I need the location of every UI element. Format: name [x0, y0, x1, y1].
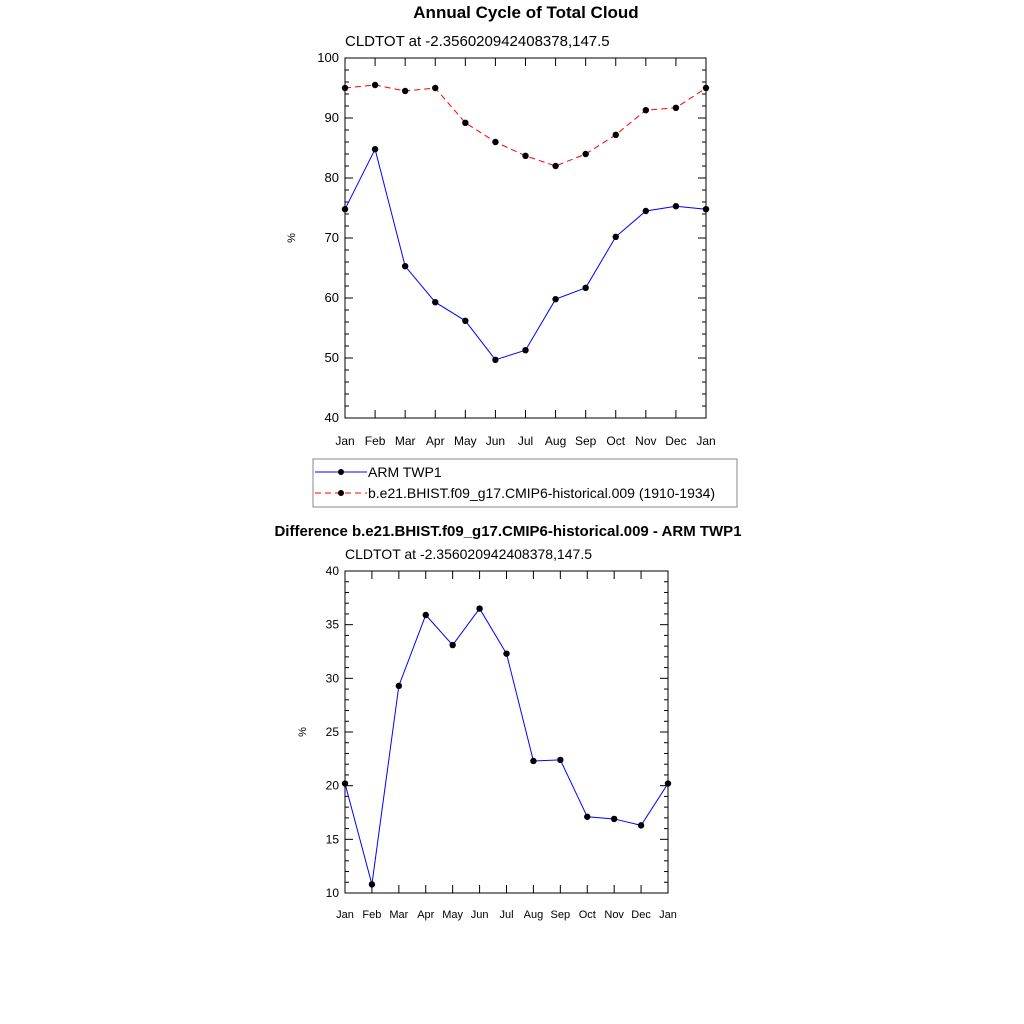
data-point — [637, 822, 645, 829]
data-point — [462, 317, 469, 324]
x-tick-label: Mar — [395, 434, 416, 448]
x-tick-label: Sep — [551, 909, 571, 921]
data-point — [530, 757, 537, 765]
y-tick-label: 40 — [325, 410, 339, 425]
data-point — [341, 206, 349, 213]
y-tick-label: 50 — [325, 350, 339, 365]
legend-label: ARM TWP1 — [368, 464, 442, 480]
legend-label: b.e21.BHIST.f09_g17.CMIP6-historical.009… — [368, 485, 715, 501]
data-point — [702, 206, 710, 213]
data-point — [462, 119, 469, 127]
x-tick-label: Nov — [635, 434, 656, 448]
y-tick-label: 70 — [325, 230, 339, 245]
data-point — [432, 299, 439, 306]
data-point — [422, 611, 429, 619]
plot-frame — [344, 570, 669, 894]
x-tick-label: Feb — [362, 909, 381, 921]
x-tick-label: Sep — [575, 434, 597, 448]
data-point — [492, 138, 499, 146]
data-point — [582, 284, 589, 291]
x-tick-label: Nov — [604, 909, 624, 921]
y-tick-label: 30 — [326, 671, 340, 685]
legend-marker — [338, 469, 344, 475]
x-tick-label: Jun — [471, 909, 489, 921]
data-point — [552, 296, 559, 303]
x-tick-label: Dec — [665, 434, 686, 448]
chart-title: Annual Cycle of Total Cloud — [413, 3, 638, 22]
data-point — [702, 84, 710, 92]
x-tick-label: Oct — [606, 434, 625, 448]
y-tick-label: 60 — [325, 290, 339, 305]
data-point — [371, 81, 379, 89]
y-axis-label: % — [297, 727, 309, 737]
chart-subtitle: CLDTOT at -2.356020942408378,147.5 — [345, 546, 592, 562]
data-point — [522, 347, 529, 354]
data-point — [371, 146, 379, 153]
y-tick-label: 15 — [326, 832, 340, 846]
y-tick-label: 20 — [326, 779, 340, 793]
series-line-1 — [344, 147, 707, 361]
legend-marker — [338, 490, 344, 496]
chart-title: Difference b.e21.BHIST.f09_g17.CMIP6-his… — [274, 523, 741, 540]
data-point — [368, 881, 376, 888]
data-point — [672, 203, 680, 210]
data-point — [642, 207, 650, 215]
data-point — [582, 150, 589, 158]
x-tick-label: Aug — [545, 434, 566, 448]
data-point — [432, 84, 439, 92]
data-point — [492, 356, 499, 363]
x-tick-label: May — [454, 434, 477, 448]
chart-panel-2: Difference b.e21.BHIST.f09_g17.CMIP6-his… — [274, 523, 741, 921]
y-tick-label: 90 — [325, 110, 339, 125]
data-point — [395, 682, 403, 690]
plot-frame — [344, 57, 707, 419]
x-tick-label: Feb — [365, 434, 386, 448]
data-point — [610, 815, 618, 823]
x-tick-label: Jan — [336, 909, 354, 921]
data-point — [584, 813, 591, 820]
x-tick-label: Apr — [417, 909, 434, 921]
x-tick-label: Jul — [518, 434, 533, 448]
data-point — [449, 641, 456, 649]
data-point — [401, 263, 409, 270]
data-point — [612, 131, 619, 138]
y-tick-label: 80 — [325, 170, 339, 185]
x-tick-label: May — [442, 909, 463, 921]
y-tick-label: 25 — [326, 725, 340, 739]
x-tick-label: Jul — [499, 909, 513, 921]
x-tick-label: Mar — [389, 909, 408, 921]
x-tick-label: Dec — [631, 909, 651, 921]
series-line-1 — [344, 607, 669, 885]
data-point — [341, 84, 349, 92]
x-tick-label: Apr — [426, 434, 445, 448]
chart-subtitle: CLDTOT at -2.356020942408378,147.5 — [345, 33, 610, 50]
data-point — [642, 107, 650, 114]
chart-panel-1: Annual Cycle of Total Cloud CLDTOT at -2.… — [286, 3, 738, 508]
y-axis-label: % — [286, 233, 298, 243]
x-tick-label: Oct — [579, 909, 596, 921]
data-point — [672, 104, 680, 112]
data-point — [552, 162, 559, 170]
data-point — [664, 780, 672, 787]
x-tick-label: Jan — [335, 434, 354, 448]
data-point — [401, 87, 409, 95]
data-point — [612, 233, 619, 240]
data-point — [476, 605, 483, 612]
y-tick-label: 35 — [326, 618, 340, 632]
y-tick-label: 40 — [326, 564, 340, 578]
data-point — [522, 152, 529, 159]
y-tick-label: 100 — [317, 50, 339, 65]
x-tick-label: Jan — [659, 909, 677, 921]
x-tick-label: Jan — [696, 434, 715, 448]
legend: ARM TWP1 b.e21.BHIST.f09_g17.CMIP6-histor… — [312, 458, 738, 508]
data-point — [341, 780, 349, 787]
x-tick-label: Aug — [524, 909, 544, 921]
x-tick-label: Jun — [486, 434, 505, 448]
data-point — [503, 650, 510, 657]
y-tick-label: 10 — [326, 886, 340, 900]
legend-box — [312, 458, 738, 508]
data-point — [557, 756, 564, 764]
